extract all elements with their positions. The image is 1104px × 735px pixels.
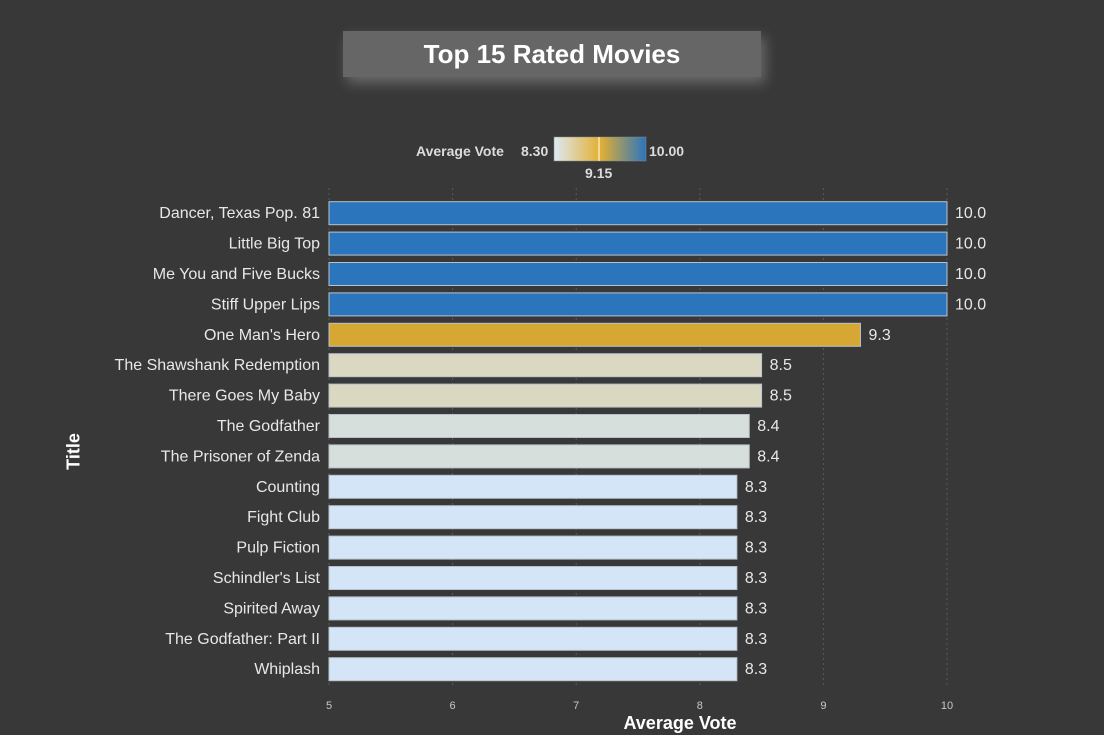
y-tick-label: Schindler's List — [213, 570, 321, 587]
y-tick-label: Whiplash — [254, 661, 320, 678]
x-tick-label: 10 — [941, 700, 953, 712]
data-label: 9.3 — [868, 327, 890, 344]
data-label: 10.0 — [955, 266, 986, 283]
bar — [328, 444, 750, 469]
data-label: 10.0 — [955, 236, 986, 253]
data-label: 10.0 — [955, 205, 986, 222]
y-tick-label: One Man's Hero — [204, 327, 320, 344]
bar — [328, 414, 750, 438]
y-tick-label: Counting — [256, 479, 320, 496]
colorbar — [553, 136, 647, 162]
colorbar-mid-label: 9.15 — [585, 165, 613, 181]
y-tick-label: The Godfather: Part II — [165, 631, 320, 648]
bar — [328, 201, 948, 226]
colorbar-min-label: 8.30 — [521, 143, 549, 159]
y-tick-label: Little Big Top — [229, 236, 320, 253]
data-label: 8.3 — [745, 600, 767, 617]
y-tick-label: Spirited Away — [223, 600, 320, 617]
x-tick-label: 7 — [573, 700, 579, 712]
data-label: 8.5 — [770, 388, 792, 405]
data-label: 8.3 — [745, 540, 767, 557]
x-tick-label: 5 — [326, 700, 332, 712]
x-tick-label: 9 — [820, 700, 826, 712]
data-label: 8.3 — [745, 509, 767, 526]
bar — [328, 292, 948, 317]
y-tick-label: Fight Club — [247, 509, 320, 526]
bar — [328, 657, 738, 682]
data-label: 8.4 — [757, 448, 779, 465]
data-label: 8.3 — [745, 661, 767, 678]
x-tick-label: 6 — [450, 700, 456, 712]
bar — [328, 353, 763, 378]
x-axis-label: Average Vote — [623, 713, 737, 733]
bar — [328, 505, 738, 530]
colorbar-label: Average Vote — [416, 143, 504, 159]
bar — [328, 231, 948, 256]
bar — [328, 596, 738, 621]
y-tick-label: The Shawshank Redemption — [115, 357, 320, 374]
y-tick-label: There Goes My Baby — [169, 388, 320, 405]
bar — [328, 383, 763, 408]
data-label: 8.3 — [745, 631, 767, 648]
y-axis-label: Title — [63, 433, 84, 470]
y-tick-label: Pulp Fiction — [236, 540, 320, 557]
chart-title-box: Top 15 Rated Movies — [343, 31, 761, 77]
colorbar-max-label: 10.00 — [649, 143, 685, 159]
data-label: 8.3 — [745, 479, 767, 496]
data-label: 8.4 — [757, 418, 779, 435]
bar — [328, 566, 738, 590]
y-tick-label: Stiff Upper Lips — [211, 296, 320, 313]
y-tick-label: The Prisoner of Zenda — [161, 448, 320, 465]
chart-title: Top 15 Rated Movies — [423, 38, 681, 69]
y-tick-label: Dancer, Texas Pop. 81 — [159, 205, 320, 222]
bar — [328, 322, 861, 347]
bar — [328, 474, 738, 499]
bar — [328, 262, 948, 286]
y-tick-label: Me You and Five Bucks — [153, 266, 320, 283]
data-label: 8.3 — [745, 570, 767, 587]
data-label: 8.5 — [770, 357, 792, 374]
data-label: 10.0 — [955, 296, 986, 313]
x-tick-label: 8 — [697, 700, 703, 712]
bar — [328, 626, 738, 651]
bar — [328, 535, 738, 560]
y-tick-label: The Godfather — [217, 418, 321, 435]
